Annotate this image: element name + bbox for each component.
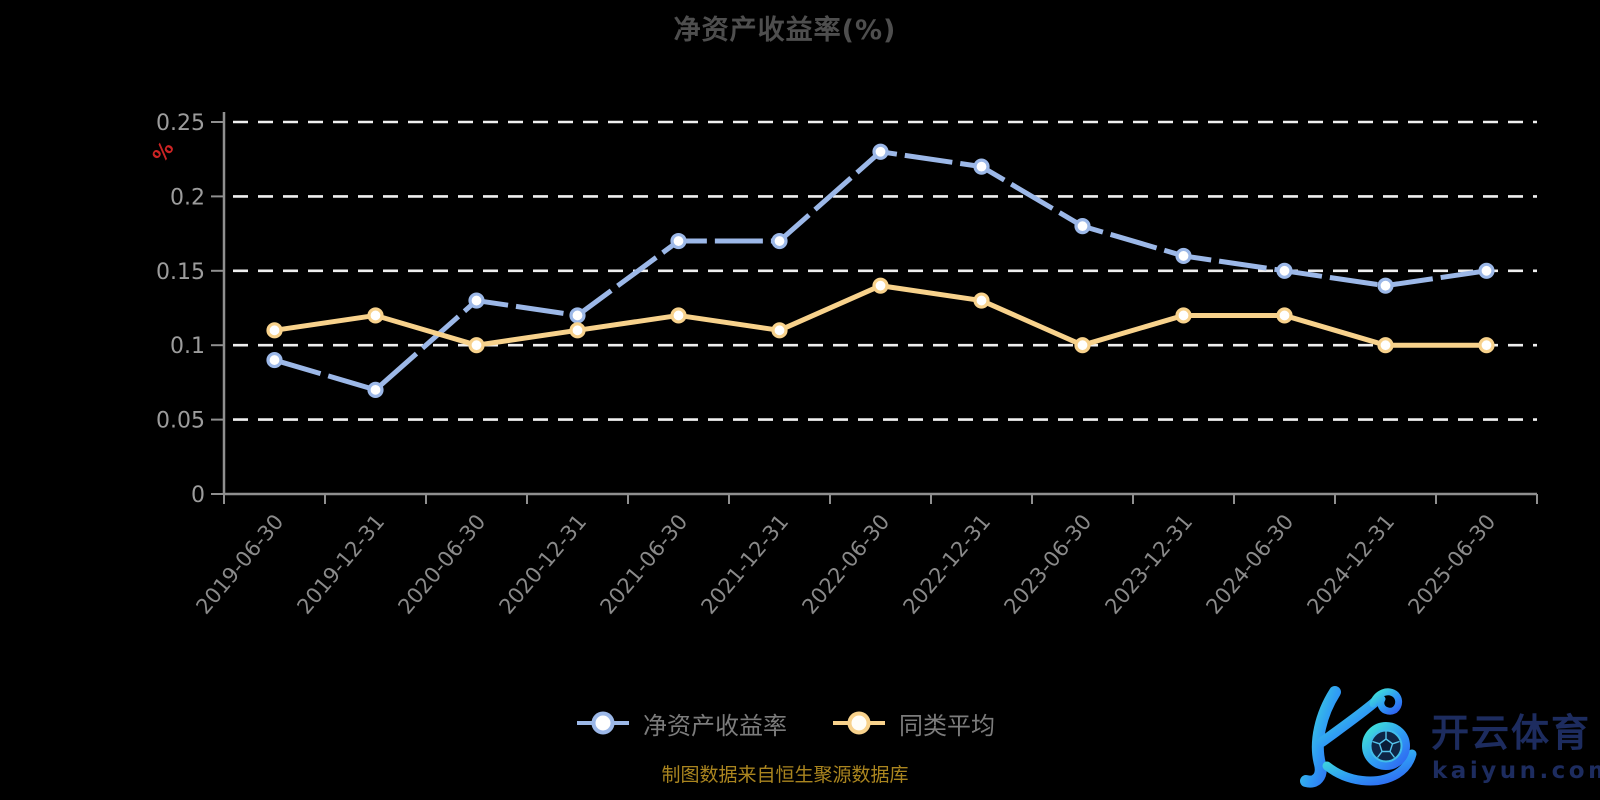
x-axis-label: 2020-06-30	[393, 510, 490, 619]
data-point-marker	[1276, 262, 1293, 279]
k-mark-icon	[1300, 686, 1417, 788]
data-point-marker	[872, 277, 889, 294]
data-point-marker	[367, 307, 384, 324]
x-axis-label: 2021-12-31	[696, 510, 793, 619]
chart-legend: 净资产收益率 同类平均	[0, 698, 1570, 748]
x-axis-label: 2023-12-31	[1100, 510, 1197, 619]
data-point-marker	[1074, 337, 1091, 354]
data-point-marker	[973, 158, 990, 175]
data-point-marker	[872, 143, 889, 160]
y-axis-label: 0.2	[170, 185, 205, 210]
logo-domain-text: kaiyun.com	[1432, 758, 1600, 784]
chart-title: 净资产收益率(%)	[673, 15, 897, 46]
data-point-marker	[670, 232, 687, 250]
legend-label-peer-average: 同类平均	[899, 711, 995, 740]
x-axis-label: 2021-06-30	[595, 510, 692, 619]
x-axis-label: 2024-06-30	[1201, 510, 1298, 619]
data-point-marker	[468, 292, 485, 309]
data-point-marker	[1175, 247, 1192, 265]
legend-marker-peer-average-icon	[833, 711, 885, 735]
data-point-marker	[468, 337, 485, 354]
data-source-note: 制图数据来自恒生聚源数据库	[661, 764, 909, 786]
x-axis-label: 2022-06-30	[797, 510, 894, 619]
x-axis-label: 2023-06-30	[999, 510, 1096, 619]
data-point-marker	[266, 322, 283, 339]
x-axis-label: 2019-06-30	[191, 510, 288, 619]
x-axis-label: 2025-06-30	[1403, 510, 1500, 619]
series-line-roe	[273, 149, 1487, 393]
x-axis-label: 2019-12-31	[292, 510, 389, 619]
data-point-marker	[266, 351, 283, 369]
x-axis-label: 2024-12-31	[1302, 510, 1399, 619]
legend-label-roe: 净资产收益率	[643, 711, 787, 740]
data-point-marker	[1175, 307, 1192, 324]
data-point-marker	[1377, 337, 1394, 354]
y-axis-label: 0.05	[156, 409, 205, 434]
data-point-marker	[1377, 277, 1394, 294]
data-point-marker	[771, 232, 788, 250]
x-axis-label: 2022-12-31	[898, 510, 995, 619]
data-point-marker	[973, 292, 990, 309]
legend-item-roe: 净资产收益率	[575, 706, 787, 741]
y-axis-label: 0.15	[156, 260, 205, 285]
data-point-marker	[1478, 337, 1495, 354]
data-point-marker	[670, 307, 687, 324]
y-axis-label: 0.25	[156, 111, 205, 136]
legend-item-peer-average: 同类平均	[831, 706, 995, 741]
data-point-marker	[1074, 218, 1091, 235]
logo-cn-text: 开云体育	[1431, 711, 1591, 755]
data-point-marker	[771, 322, 788, 339]
y-axis-unit-label: %	[147, 137, 178, 167]
football-icon	[1369, 729, 1403, 763]
legend-marker-roe-icon	[577, 711, 629, 735]
y-axis-label: 0	[191, 483, 205, 508]
data-point-marker	[569, 322, 586, 339]
data-point-marker	[1478, 262, 1495, 279]
data-point-marker	[1276, 307, 1293, 324]
data-point-marker	[367, 381, 384, 398]
data-point-marker	[569, 307, 586, 324]
x-axis-label: 2020-12-31	[494, 510, 591, 619]
y-axis-label: 0.1	[170, 334, 205, 359]
kaiyun-logo[interactable]: 开云体育 kaiyun.com	[1291, 670, 1600, 800]
kaiyun-logo-graphic: 开云体育 kaiyun.com	[1300, 686, 1600, 788]
